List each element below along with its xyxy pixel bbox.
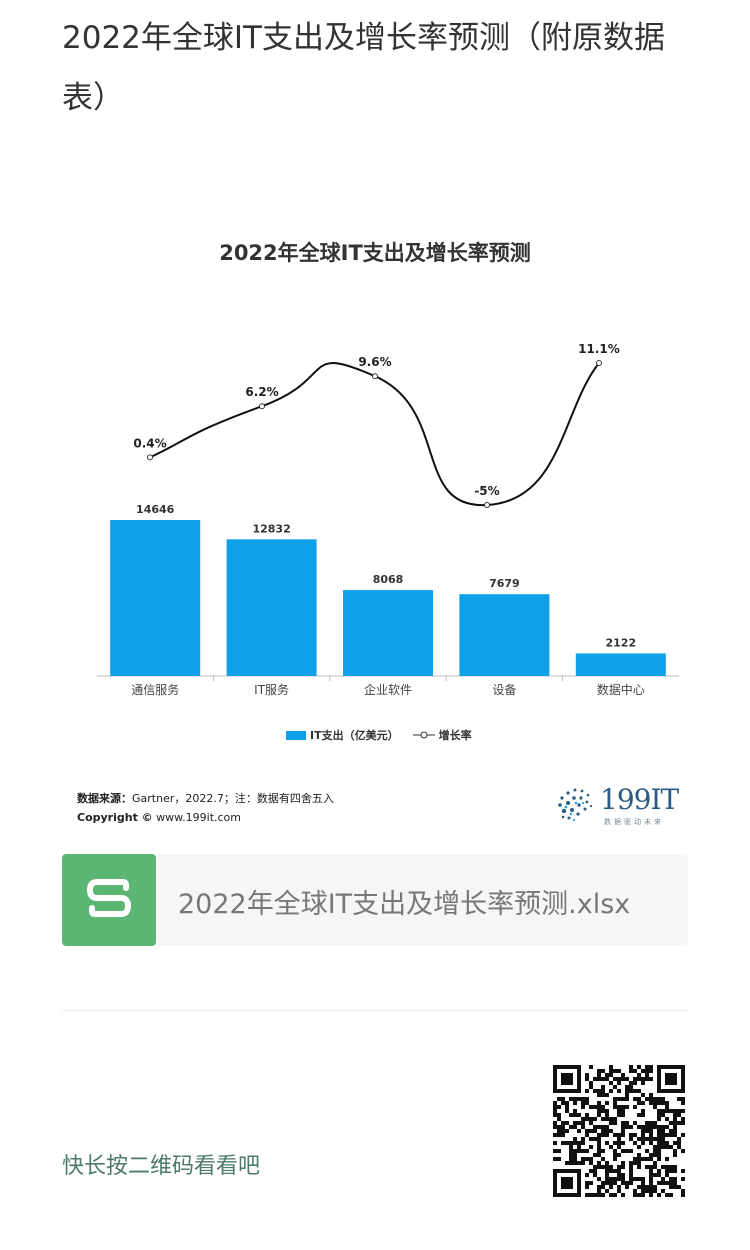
x-tick-label-1: IT服务 <box>254 682 289 697</box>
chart-plot: 14646 通信服务 12832 IT服务 8068 企业软件 7679 设备 2122 数据中心… <box>97 342 679 697</box>
source-text: Gartner，2022.7；注：数据有四舍五入 <box>132 792 334 805</box>
growth-label-2: 9.6% <box>358 355 391 369</box>
growth-point-4 <box>596 360 602 366</box>
growth-line <box>149 362 600 507</box>
x-tick-label-3: 设备 <box>492 683 516 697</box>
growth-point-2 <box>372 373 378 380</box>
chart-image: 2022年全球IT支出及增长率预测 14646 通信服务 12832 IT服务 8068… <box>62 215 688 845</box>
bar-1 <box>226 539 317 676</box>
brand-logo: 199IT 数据驱动未来 <box>554 783 679 827</box>
logo-tagline: 数据驱动未来 <box>604 818 664 826</box>
bar-3 <box>459 594 550 676</box>
qr-code[interactable] <box>553 1065 685 1197</box>
x-tick-label-2: 企业软件 <box>364 682 412 697</box>
source-label: 数据来源： <box>77 792 132 805</box>
growth-label-1: 6.2% <box>245 385 278 399</box>
bar-label-3: 7679 <box>489 577 520 590</box>
bar-0 <box>110 520 201 676</box>
attachment-card[interactable]: 2022年全球IT支出及增长率预测.xlsx <box>62 854 688 946</box>
legend-line-icon <box>412 730 435 740</box>
growth-label-4: 11.1% <box>578 342 620 356</box>
legend-bar-swatch <box>286 730 306 740</box>
chart-title: 2022年全球IT支出及增长率预测 <box>219 241 531 265</box>
attachment-file-name[interactable]: 2022年全球IT支出及增长率预测.xlsx <box>178 889 631 920</box>
bar-2 <box>343 590 433 676</box>
bar-label-2: 8068 <box>373 573 404 586</box>
bar-label-4: 2122 <box>605 636 636 649</box>
legend-bar-label: IT支出（亿美元） <box>310 729 399 742</box>
growth-point-3 <box>484 502 490 508</box>
logo-dots-icon <box>558 788 593 822</box>
chart-legend: IT支出（亿美元） 增长率 <box>286 727 472 743</box>
spreadsheet-s-icon <box>62 854 156 946</box>
copyright-label: Copyright © <box>77 811 153 824</box>
divider <box>62 1010 688 1011</box>
qr-hint-text: 快长按二维码看看吧 <box>62 1154 261 1179</box>
growth-label-0: 0.4% <box>133 436 166 450</box>
growth-point-0 <box>147 454 153 461</box>
logo-text: 199IT <box>600 783 679 816</box>
bar-4 <box>575 653 666 676</box>
x-tick-label-0: 通信服务 <box>131 682 179 697</box>
chart-source: 数据来源：Gartner，2022.7；注：数据有四舍五入 Copyright … <box>77 789 334 827</box>
growth-point-1 <box>259 403 265 410</box>
growth-label-3: -5% <box>474 484 499 498</box>
x-tick-label-4: 数据中心 <box>597 682 645 697</box>
bar-label-1: 12832 <box>252 522 290 535</box>
copyright-text: www.199it.com <box>152 811 241 824</box>
legend-line-label: 增长率 <box>438 729 472 742</box>
article-title: 2022年全球IT支出及增长率预测（附原数据表） <box>62 20 665 116</box>
bar-label-0: 14646 <box>136 503 175 516</box>
